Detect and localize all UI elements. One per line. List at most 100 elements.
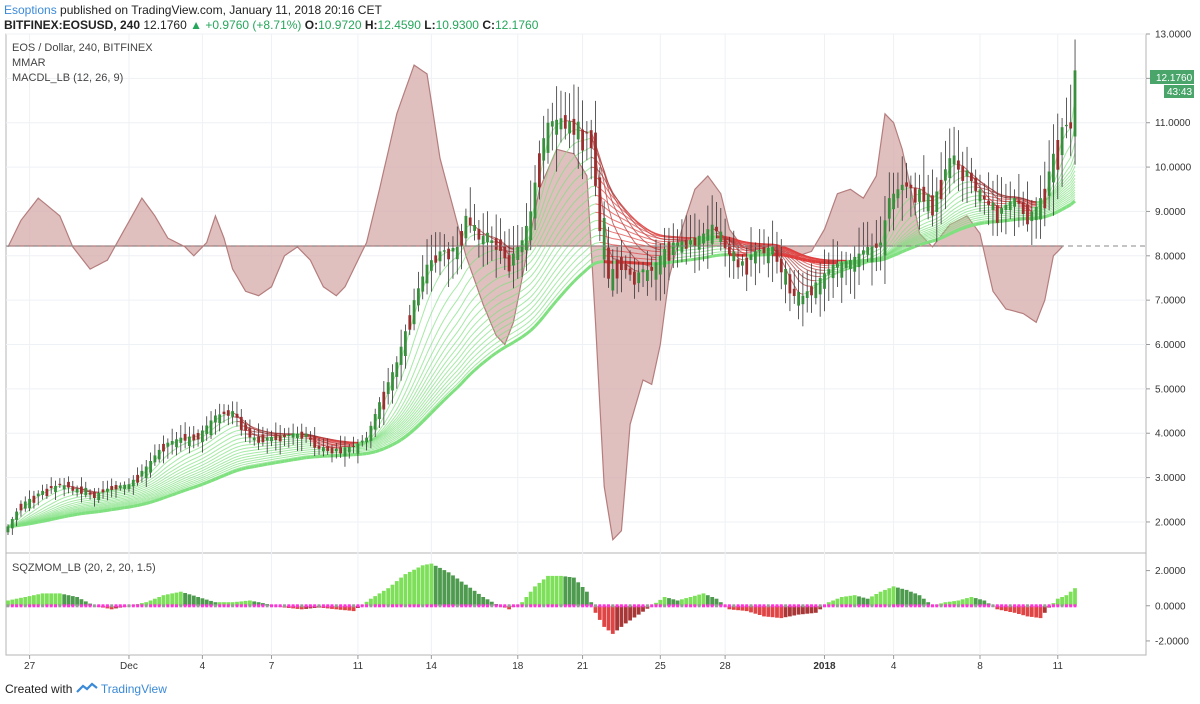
ribbon-ema-line	[979, 220, 985, 223]
ribbon-ema-line	[443, 379, 449, 386]
ribbon-ema-line	[919, 235, 924, 239]
ribbon-ema-line	[820, 264, 825, 266]
author-link[interactable]: Esoptions	[4, 3, 57, 17]
ribbon-ema-line	[59, 515, 65, 520]
ribbon-ema-line	[971, 220, 976, 222]
ribbon-ema-line	[159, 492, 164, 496]
ribbon-ema-line	[893, 249, 899, 253]
ribbon-ema-line	[111, 499, 117, 501]
open-label: O:	[304, 18, 319, 32]
candle-body	[1008, 201, 1012, 211]
candle-body	[1047, 171, 1051, 196]
ribbon-ema-line	[417, 395, 424, 403]
ribbon-ema-line	[901, 220, 907, 227]
ribbon-ema-line	[426, 313, 432, 324]
ribbon-ema-line	[133, 501, 138, 504]
ribbon-ema-line	[422, 414, 428, 420]
ribbon-ema-line	[387, 415, 393, 423]
ribbon-ema-line	[543, 213, 549, 224]
ribbon-ema-line	[1057, 203, 1063, 208]
ribbon-ema-line	[379, 445, 384, 448]
ribbon-ema-line	[572, 276, 580, 283]
ribbon-ema-line	[128, 504, 134, 506]
ribbon-ema-line	[33, 513, 39, 517]
ribbon-ema-line	[1053, 206, 1059, 210]
ribbon-ema-line	[163, 490, 168, 494]
ribbon-ema-line	[603, 178, 609, 188]
ribbon-ema-line	[621, 217, 627, 222]
ribbon-ema-line	[482, 344, 488, 349]
ribbon-ema-line	[193, 443, 199, 446]
ribbon-ema-line	[197, 478, 203, 482]
candle-body	[430, 260, 433, 271]
candle-body	[1073, 70, 1077, 137]
ribbon-ema-line	[932, 229, 937, 233]
ribbon-ema-line	[547, 293, 553, 301]
ribbon-ema-line	[504, 304, 510, 308]
ribbon-ema-line	[141, 479, 147, 483]
ribbon-ema-line	[293, 444, 298, 446]
ribbon-ema-line	[521, 306, 527, 311]
ribbon-ema-line	[193, 448, 199, 451]
ribbon-ema-line	[569, 246, 575, 253]
ribbon-ema-line	[526, 268, 532, 274]
ribbon-ema-line	[612, 222, 618, 233]
ribbon-ema-line	[146, 499, 151, 503]
ribbon-ema-line	[495, 348, 502, 355]
ribbon-ema-line	[266, 462, 272, 466]
ribbon-ema-line	[560, 192, 566, 200]
ribbon-ema-line	[992, 196, 998, 199]
ribbon-ema-line	[897, 247, 903, 252]
ribbon-ema-line	[236, 445, 242, 448]
ribbon-ema-line	[387, 422, 393, 428]
low-value: 10.9300	[435, 18, 479, 32]
candle-body	[417, 288, 420, 306]
ribbon-ema-line	[932, 221, 938, 225]
ribbon-ema-line	[236, 429, 242, 432]
candle-body	[581, 129, 584, 151]
ribbon-ema-line	[64, 513, 69, 516]
publish-text: published on TradingView.com, January 11…	[60, 3, 382, 17]
ribbon-ema-line	[482, 294, 488, 300]
ribbon-ema-line	[971, 211, 976, 214]
ribbon-ema-line	[387, 435, 393, 440]
ribbon-ema-line	[223, 469, 229, 473]
ribbon-ema-line	[115, 502, 121, 505]
ribbon-ema-line	[979, 187, 985, 190]
ribbon-ema-line	[297, 448, 302, 450]
ribbon-ema-line	[530, 320, 536, 326]
candle-body	[166, 442, 170, 447]
ribbon-ema-line	[906, 241, 912, 245]
ribbon-ema-line	[1027, 201, 1032, 204]
ribbon-ema-line	[85, 506, 91, 508]
ribbon-ema-line	[46, 513, 52, 516]
ribbon-ema-line	[508, 337, 514, 341]
ribbon-ema-line	[184, 485, 190, 488]
ribbon-ema-line	[374, 436, 380, 440]
ribbon-ema-line	[50, 517, 56, 521]
ribbon-ema-line	[919, 229, 925, 233]
ribbon-ema-line	[210, 471, 216, 475]
candle-body	[477, 228, 481, 240]
ribbon-ema-line	[72, 510, 78, 513]
ribbon-ema-line	[271, 449, 276, 451]
ribbon-ema-line	[794, 251, 799, 255]
candle-body	[248, 428, 252, 438]
ribbon-ema-line	[154, 491, 160, 495]
ribbon-ema-line	[150, 476, 156, 480]
candle-body	[736, 259, 740, 268]
ribbon-ema-line	[379, 443, 384, 447]
price-pane[interactable]	[5, 33, 1147, 554]
ribbon-ema-line	[556, 269, 562, 277]
ribbon-ema-line	[275, 460, 281, 465]
ribbon-ema-line	[971, 205, 976, 208]
candle-body	[646, 270, 649, 281]
ribbon-ema-line	[284, 459, 290, 463]
ribbon-ema-line	[686, 258, 691, 262]
ribbon-ema-line	[586, 176, 592, 181]
ribbon-ema-line	[387, 430, 393, 435]
ribbon-ema-line	[508, 315, 514, 319]
ribbon-ema-line	[707, 254, 713, 259]
ribbon-ema-line	[729, 241, 734, 243]
